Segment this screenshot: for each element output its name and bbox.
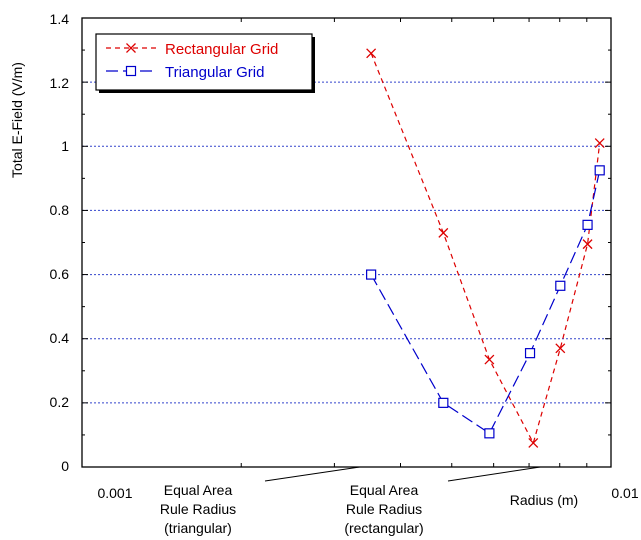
y-tick-label-4: 0.8 — [50, 202, 70, 218]
y-tick-label-2: 0.4 — [50, 330, 70, 346]
legend-label-rectangular: Rectangular Grid — [165, 41, 278, 58]
data-point-s0-3 — [528, 437, 539, 448]
annotation-triangular-line-1: Equal Area — [164, 482, 233, 498]
y-tick-label-3: 0.6 — [50, 266, 70, 282]
annotation-pointers — [264, 466, 541, 482]
data-point-s0-1 — [438, 227, 449, 238]
annotation-pointer-0 — [264, 466, 360, 482]
data-point-s0-0 — [366, 48, 377, 59]
axis-ticks — [81, 17, 612, 468]
x-tick-label-1: 0.01 — [611, 485, 638, 501]
legend-swatch-marker-1 — [125, 65, 137, 77]
data-point-s1-1 — [438, 397, 449, 408]
y-tick-label-7: 1.4 — [50, 11, 70, 27]
annotation-pointer-1 — [447, 466, 541, 482]
data-point-s1-4 — [555, 280, 566, 291]
y-tick-label-6: 1.2 — [50, 75, 70, 91]
data-point-s1-5 — [582, 219, 593, 230]
legend-swatch-marker-0 — [126, 43, 136, 53]
data-point-s0-2 — [484, 354, 495, 365]
annotation-rectangular-line-1: Equal Area — [350, 482, 419, 498]
data-point-s1-3 — [524, 348, 536, 359]
y-tick-label-1: 0.2 — [50, 394, 70, 410]
annotation-rectangular-line-2: Rule Radius — [346, 501, 422, 517]
legend-label-triangular: Triangular Grid — [165, 64, 264, 81]
series-layer — [366, 48, 605, 448]
data-point-s0-4 — [555, 343, 566, 354]
x-axis-title: Radius (m) — [510, 492, 578, 508]
data-point-s1-6 — [594, 165, 605, 176]
annotation-triangular-line-3: (triangular) — [164, 520, 232, 536]
y-axis-title: Total E-Field (V/m) — [9, 62, 25, 178]
data-point-s0-6 — [594, 138, 605, 149]
data-point-s0-5 — [582, 239, 593, 250]
annotation-triangular-line-2: Rule Radius — [160, 501, 236, 517]
data-point-s1-0 — [366, 269, 377, 280]
annotation-rectangular-line-3: (rectangular) — [344, 520, 423, 536]
legend-swatches — [106, 43, 156, 77]
legend: Rectangular Grid Triangular Grid — [95, 33, 315, 93]
data-point-s1-2 — [484, 428, 495, 439]
y-tick-label-0: 0 — [61, 458, 69, 474]
y-tick-label-5: 1 — [61, 138, 69, 154]
series-line-0 — [370, 53, 601, 445]
x-tick-label-0: 0.001 — [97, 485, 132, 501]
legend-box — [95, 33, 313, 91]
series-line-1 — [370, 170, 601, 435]
